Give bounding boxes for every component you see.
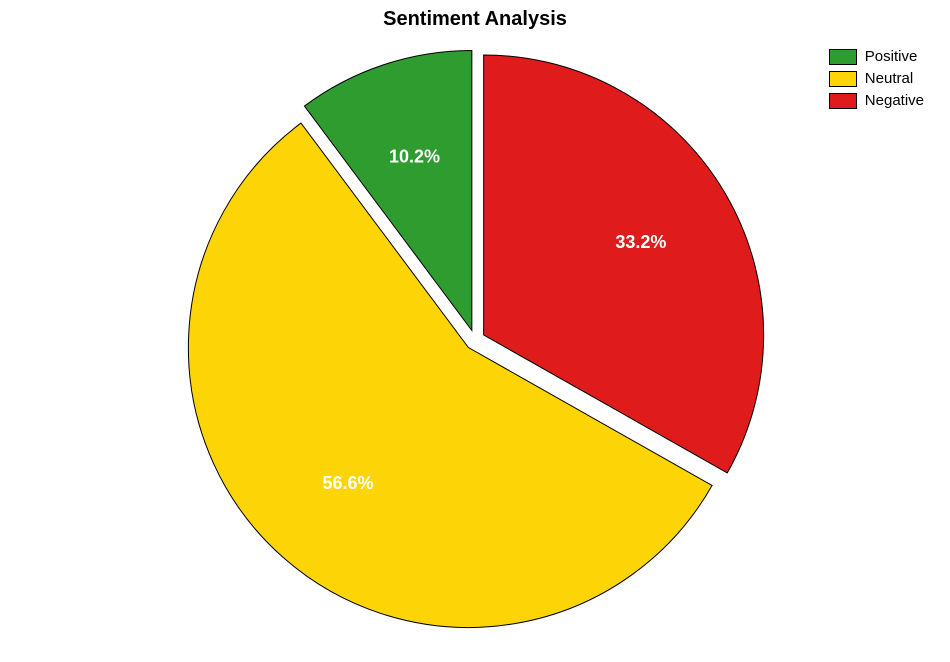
legend-swatch-negative (829, 93, 857, 109)
chart-container: Sentiment Analysis 33.2% 56.6% 10.2% Posit… (0, 0, 950, 662)
legend-label: Neutral (865, 70, 913, 87)
legend-swatch-neutral (829, 71, 857, 87)
chart-title: Sentiment Analysis (0, 8, 950, 31)
legend-label: Positive (865, 48, 918, 65)
legend: Positive Neutral Negative (829, 48, 924, 114)
slice-label-neutral: 56.6% (323, 473, 374, 493)
pie-chart: 33.2% 56.6% 10.2% (175, 40, 775, 640)
legend-item: Positive (829, 48, 924, 65)
legend-swatch-positive (829, 49, 857, 65)
legend-label: Negative (865, 92, 924, 109)
legend-item: Negative (829, 92, 924, 109)
legend-item: Neutral (829, 70, 924, 87)
slice-label-positive: 10.2% (389, 147, 440, 167)
slice-label-negative: 33.2% (615, 232, 666, 252)
